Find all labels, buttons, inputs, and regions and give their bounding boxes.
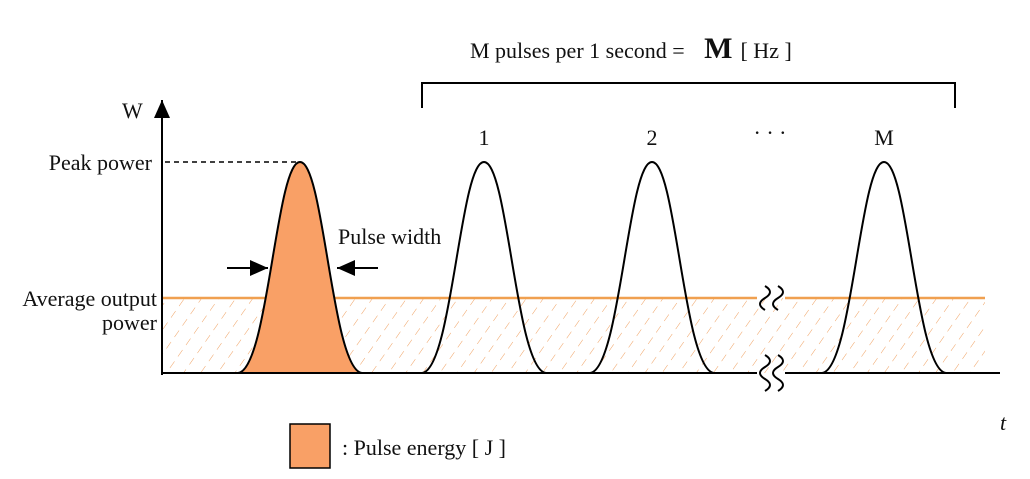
average-label: power — [102, 310, 158, 335]
rate-symbol: M — [704, 32, 732, 65]
pulse-label: 1 — [479, 125, 490, 150]
average-label: Average output — [22, 286, 157, 311]
x-label: t — [1000, 410, 1007, 435]
legend-swatch — [289, 423, 331, 469]
pulse-label: 2 — [647, 125, 658, 150]
rate-text: M pulses per 1 second = — [470, 38, 690, 63]
peak-label: Peak power — [49, 150, 153, 175]
pulse — [821, 160, 947, 374]
width-label: Pulse width — [338, 224, 441, 249]
pulse-label: M — [874, 125, 894, 150]
rate-unit: [ Hz ] — [740, 38, 791, 63]
bracket — [421, 82, 956, 108]
rate-heading: M pulses per 1 second = M [ Hz ] — [470, 32, 792, 65]
break-mark — [759, 285, 784, 311]
pulse — [421, 160, 547, 374]
energy-pulse — [237, 160, 363, 374]
legend-label: : Pulse energy [ J ] — [342, 435, 506, 460]
y-label: W — [122, 98, 143, 123]
pulse — [589, 160, 715, 374]
pulse-label: · · · — [754, 120, 787, 145]
break-mark — [759, 354, 784, 392]
